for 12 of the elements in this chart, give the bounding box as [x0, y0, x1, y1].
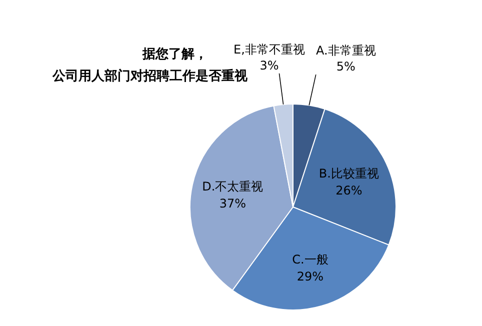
data-label: 3% [260, 58, 279, 72]
slice-label: C.一般 [292, 252, 328, 266]
slice-label: A.非常重视 [316, 44, 376, 58]
slice-label: B.比较重视 [318, 166, 379, 181]
text: 公司用人部门对招聘工作是否重视 [52, 68, 248, 84]
data-label: 26% [336, 184, 362, 198]
slice-label: E,非常不重视 [234, 42, 305, 56]
data-label: 5% [336, 60, 356, 74]
slice-label: D.不太重视 [202, 180, 264, 194]
chart-title: 据您了解， [142, 47, 208, 62]
data-label: 29% [296, 269, 324, 284]
data-label: 37% [219, 196, 246, 211]
